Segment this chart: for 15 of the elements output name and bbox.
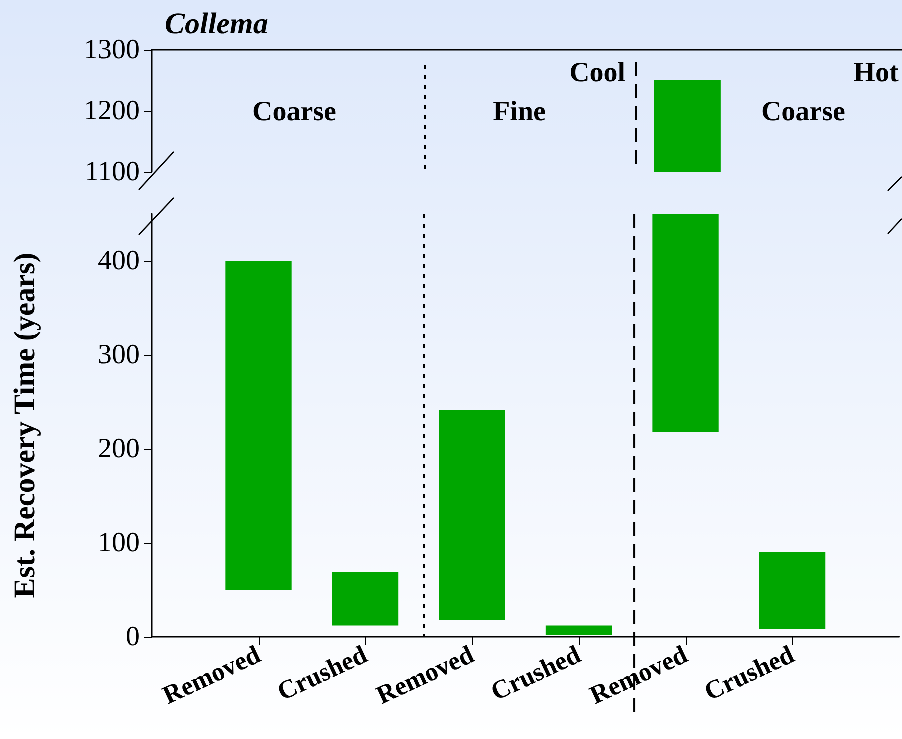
y-tick-label: 1100: [85, 156, 140, 188]
y-tick-label: 0: [126, 622, 140, 652]
annotation: Coarse: [252, 96, 336, 128]
annotation: Coarse: [761, 96, 846, 128]
y-tick-label: 300: [98, 340, 140, 370]
y-tick-label: 400: [98, 246, 140, 276]
y-axis-title: Est. Recovery Time (years): [8, 252, 42, 598]
annotation: Hot: [854, 58, 900, 88]
y-tick-label: 200: [98, 434, 140, 464]
y-tick-label: 100: [98, 528, 140, 558]
annotation: Cool: [570, 58, 626, 88]
y-tick-label: 1200: [84, 96, 140, 126]
y-tick-label: 1300: [84, 34, 140, 66]
chart-title: Collema: [165, 8, 268, 40]
annotation: Fine: [493, 96, 546, 128]
